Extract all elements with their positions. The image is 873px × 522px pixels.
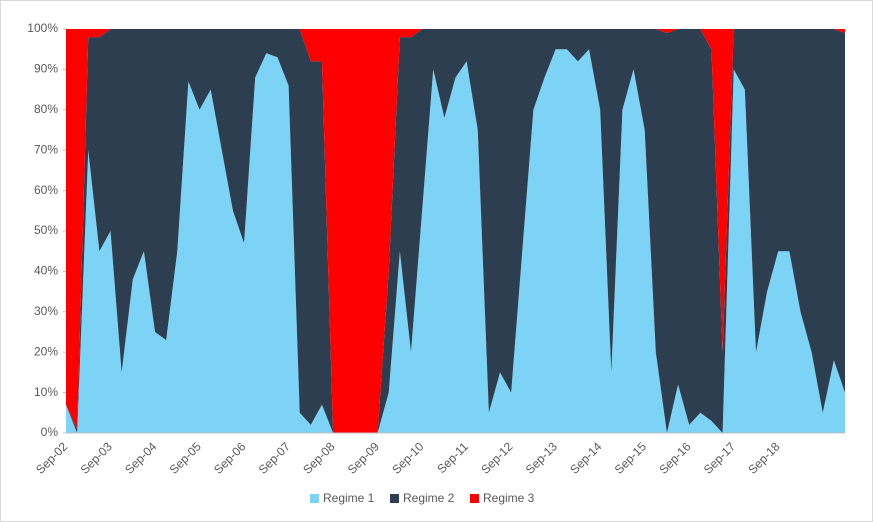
y-tick-label: 30% [34,304,58,318]
legend: Regime 1 Regime 2 Regime 3 [310,491,535,505]
area [66,29,845,433]
legend-label: Regime 1 [323,491,375,505]
legend-swatch [390,494,399,503]
y-tick-label: 10% [34,385,58,399]
y-tick-label: 90% [34,62,58,76]
y-tick-label: 100% [27,21,58,35]
y-tick-label: 20% [34,344,58,358]
legend-label: Regime 2 [403,491,455,505]
y-tick-label: 60% [34,183,58,197]
y-tick-label: 0% [41,425,59,439]
legend-swatch [310,494,319,503]
legend-label: Regime 3 [483,491,535,505]
legend-swatch [470,494,479,503]
y-tick-label: 50% [34,223,58,237]
y-tick-label: 70% [34,142,58,156]
y-tick-label: 40% [34,264,58,278]
area [66,49,845,433]
y-tick-label: 80% [34,102,58,116]
